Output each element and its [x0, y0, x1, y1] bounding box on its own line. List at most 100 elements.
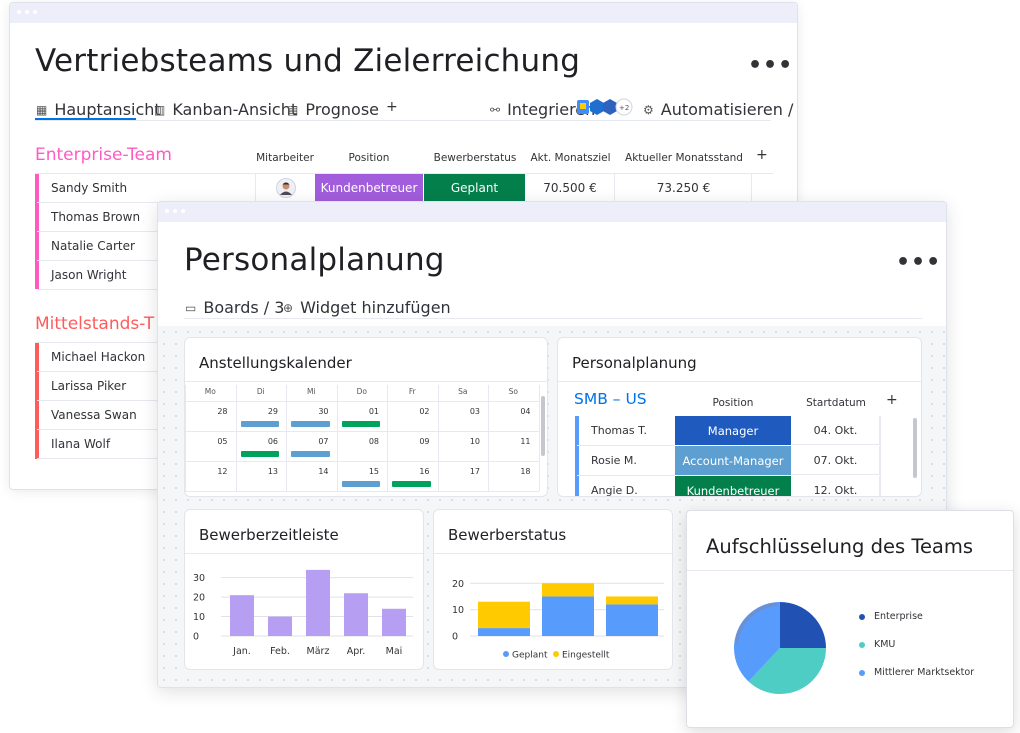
- robot-icon: ⚙: [643, 102, 654, 117]
- tab-forecast[interactable]: ▤ Prognose: [287, 100, 379, 119]
- group-title-enterprise[interactable]: Enterprise-Team: [35, 145, 172, 165]
- target-cell[interactable]: 70.500 €: [526, 174, 615, 202]
- integrate-button[interactable]: ⚯ Integrieren: [490, 100, 595, 119]
- calendar-day[interactable]: 15: [368, 467, 379, 476]
- calendar-day[interactable]: 13: [267, 467, 278, 476]
- window-titlebar: [158, 202, 946, 222]
- position-label: Kundenbetreuer: [320, 181, 418, 195]
- table-row[interactable]: Larissa Piker: [37, 372, 167, 401]
- stacked-bar-segment: [478, 628, 530, 636]
- status-widget[interactable]: Bewerberstatus 0 10 20 Geplant Eingestellt: [433, 509, 673, 670]
- table-row[interactable]: Thomas Brown: [37, 203, 167, 232]
- status-cell[interactable]: Geplant: [424, 174, 525, 202]
- calendar-day[interactable]: 30: [318, 407, 329, 416]
- table-icon: ▦: [36, 102, 48, 117]
- tab-main-view[interactable]: ▦ Hauptansicht: [36, 100, 161, 119]
- position-label: Kundenbetreuer: [686, 483, 780, 497]
- plus-circle-icon: ⊕: [283, 300, 294, 315]
- add-view-button[interactable]: +: [386, 99, 398, 115]
- column-header-employee[interactable]: Mitarbeiter: [256, 152, 314, 164]
- table-row[interactable]: Angie D.: [577, 476, 675, 496]
- calendar-widget[interactable]: Anstellungskalender Mo Di Mi Do Fr Sa So 28 29 30…: [184, 337, 548, 497]
- person-cell[interactable]: [255, 174, 315, 202]
- table-row[interactable]: Natalie Carter: [37, 232, 167, 261]
- calendar-grid[interactable]: Mo Di Mi Do Fr Sa So 28 29 30 01 02 03 04 05 06 07 08 09 10…: [185, 385, 543, 496]
- table-row[interactable]: Ilana Wolf: [37, 430, 167, 459]
- calendar-day[interactable]: 10: [469, 437, 480, 446]
- planning-widget[interactable]: Personalplanung SMB – US Position Startd…: [557, 337, 922, 497]
- table-row[interactable]: Jason Wright: [37, 261, 167, 290]
- more-menu-icon[interactable]: •••: [896, 250, 942, 275]
- x-tick-label: Mai: [386, 646, 403, 657]
- x-tick-label: Apr.: [347, 646, 366, 657]
- start-date-cell[interactable]: 04. Okt.: [792, 416, 880, 445]
- more-menu-icon[interactable]: •••: [748, 53, 794, 78]
- column-header-current[interactable]: Aktueller Monatsstand: [625, 152, 743, 164]
- automate-button[interactable]: ⚙ Automatisieren / 2: [643, 100, 797, 119]
- calendar-day[interactable]: 14: [318, 467, 329, 476]
- table-row[interactable]: Sandy Smith: [37, 174, 255, 203]
- tab-label: Prognose: [305, 100, 379, 119]
- window-titlebar: [10, 3, 797, 23]
- start-date-cell[interactable]: 12. Okt.: [792, 476, 880, 496]
- calendar-event[interactable]: [341, 481, 380, 487]
- integration-app-icons[interactable]: +2: [575, 97, 633, 117]
- calendar-day[interactable]: 03: [469, 407, 480, 416]
- calendar-day[interactable]: 08: [368, 437, 379, 446]
- table-row[interactable]: Thomas T.: [577, 416, 675, 446]
- add-column-button[interactable]: +: [886, 392, 898, 408]
- group-title-smb[interactable]: SMB – US: [574, 390, 647, 408]
- start-date: 04. Okt.: [813, 423, 858, 437]
- start-date-cell[interactable]: 07. Okt.: [792, 446, 880, 475]
- group-title-midmarket[interactable]: Mittelstands-T: [35, 314, 155, 334]
- timeline-widget[interactable]: Bewerberzeitleiste 0 10 20 30 Jan. Feb. März Ap…: [184, 509, 424, 670]
- calendar-day[interactable]: 05: [217, 437, 228, 446]
- calendar-day[interactable]: 29: [267, 407, 278, 416]
- position-cell[interactable]: Kundenbetreuer: [675, 476, 791, 497]
- calendar-event[interactable]: [392, 481, 431, 487]
- column-header-target[interactable]: Akt. Monatsziel: [530, 152, 611, 164]
- boards-button[interactable]: ▭ Boards / 3: [185, 298, 284, 317]
- add-widget-button[interactable]: ⊕ Widget hinzufügen: [283, 298, 451, 317]
- calendar-gridline: [387, 385, 388, 491]
- current-cell[interactable]: 73.250 €: [616, 174, 752, 202]
- widget-divider: [558, 381, 921, 382]
- calendar-day[interactable]: 17: [469, 467, 480, 476]
- team-breakdown-widget[interactable]: Aufschlüsselung des Teams Enterprise KMU M…: [686, 510, 1014, 728]
- tab-kanban-view[interactable]: ▥ Kanban-Ansicht: [154, 100, 297, 119]
- calendar-event[interactable]: [240, 421, 279, 427]
- y-tick-label: 20: [452, 579, 464, 590]
- column-header-status[interactable]: Bewerberstatus: [433, 152, 517, 164]
- calendar-day[interactable]: 18: [520, 467, 531, 476]
- add-column-button[interactable]: +: [756, 147, 768, 163]
- position-cell[interactable]: Kundenbetreuer: [315, 174, 423, 202]
- window-controls[interactable]: [17, 10, 37, 14]
- table-row[interactable]: Vanessa Swan: [37, 401, 167, 430]
- calendar-day[interactable]: 02: [419, 407, 430, 416]
- calendar-day[interactable]: 11: [520, 437, 531, 446]
- scrollbar[interactable]: [541, 396, 545, 456]
- calendar-day[interactable]: 04: [520, 407, 531, 416]
- y-tick-label: 10: [452, 605, 464, 616]
- table-row[interactable]: Michael Hackon: [37, 343, 167, 372]
- calendar-day[interactable]: 16: [419, 467, 430, 476]
- scrollbar[interactable]: [913, 418, 917, 478]
- calendar-event[interactable]: [240, 451, 279, 457]
- table-row[interactable]: Rosie M.: [577, 446, 675, 476]
- position-cell[interactable]: Manager: [675, 416, 791, 445]
- position-cell[interactable]: Account-Manager: [675, 446, 791, 475]
- calendar-day[interactable]: 01: [368, 407, 379, 416]
- column-header-position[interactable]: Position: [348, 152, 390, 164]
- calendar-event[interactable]: [341, 421, 380, 427]
- calendar-day[interactable]: 28: [217, 407, 228, 416]
- column-header-start[interactable]: Startdatum: [806, 397, 866, 409]
- calendar-day[interactable]: 07: [318, 437, 329, 446]
- column-header-position[interactable]: Position: [712, 397, 754, 409]
- widget-divider: [185, 553, 423, 554]
- calendar-day[interactable]: 06: [267, 437, 278, 446]
- calendar-day[interactable]: 12: [217, 467, 228, 476]
- window-controls[interactable]: [165, 209, 185, 213]
- calendar-day[interactable]: 09: [419, 437, 430, 446]
- calendar-event[interactable]: [291, 421, 330, 427]
- calendar-event[interactable]: [291, 451, 330, 457]
